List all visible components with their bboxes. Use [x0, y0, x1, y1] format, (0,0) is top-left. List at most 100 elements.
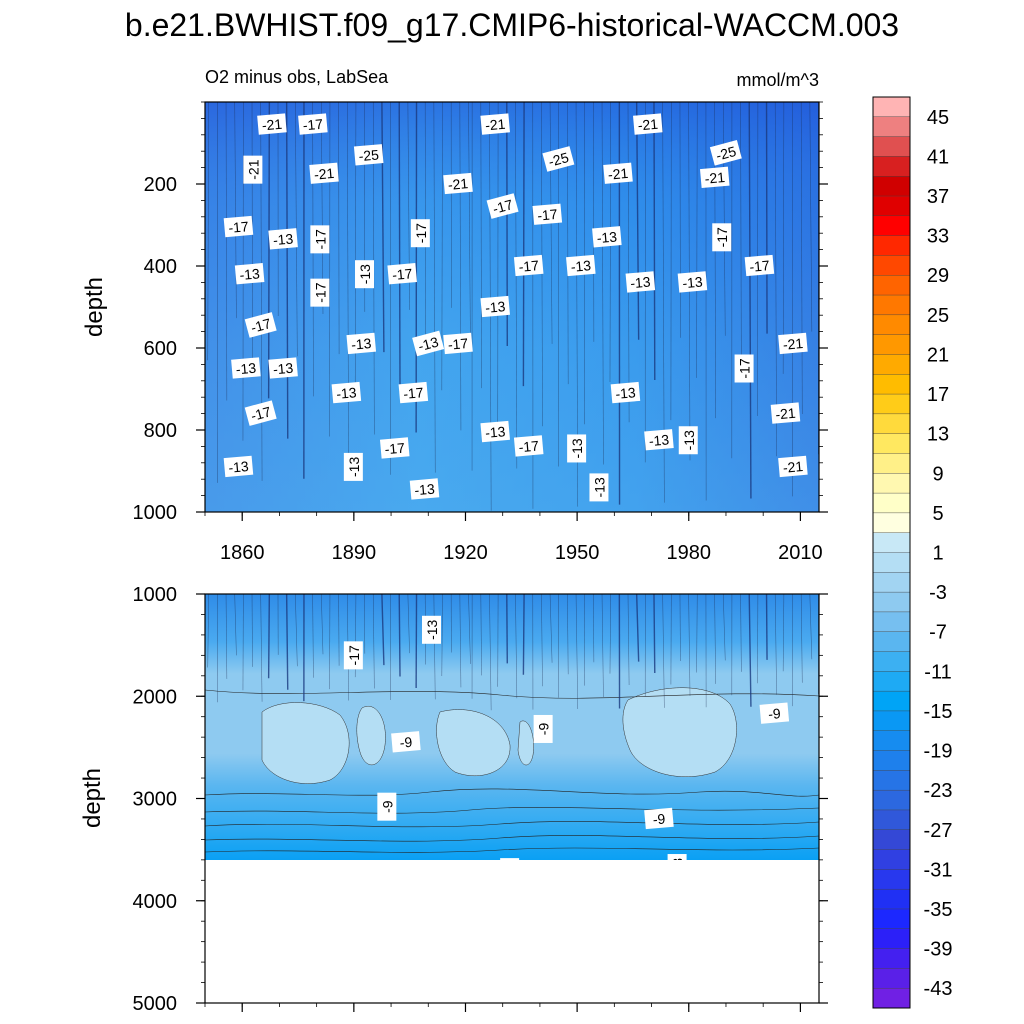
colorbar-label: 9 [932, 463, 943, 485]
contour-streak [696, 102, 698, 378]
contour-streak [468, 102, 471, 349]
y-tick-label: 5000 [133, 993, 178, 1015]
colorbar-label: 13 [927, 424, 949, 446]
contour-streak [722, 594, 726, 661]
contour-label: -17 [387, 263, 417, 285]
contour-streak [679, 102, 681, 338]
contour-streak [567, 594, 569, 675]
contour-label-text: -17 [749, 257, 771, 275]
contour-streak [398, 594, 401, 677]
contour-label-text: -13 [336, 384, 358, 402]
contour-label: -17 [734, 354, 754, 383]
contour-streak [601, 102, 604, 465]
contour-label-text: -17 [384, 440, 406, 458]
contour-label-rot: -17 [379, 437, 410, 459]
contour-label-bg [699, 166, 730, 189]
colorbar-swatch [872, 334, 911, 355]
contour-label: -13 [234, 263, 265, 285]
contour-label: -13 [331, 381, 362, 404]
contour-label: -9 [644, 807, 674, 830]
contour-label-text: -13 [591, 477, 607, 497]
contour-label-text: -25 [714, 143, 738, 164]
contour-label-bg [744, 254, 775, 277]
colorbar-swatch [872, 433, 911, 454]
y-tick-label: 400 [144, 256, 177, 278]
contour-label-rot: -9 [391, 731, 421, 753]
colorbar-swatch [872, 690, 911, 712]
contour-streak [489, 594, 492, 711]
contour-label-bg [500, 858, 520, 860]
contour-label-text: -13 [681, 430, 697, 450]
contour-label: -17 [486, 193, 519, 219]
contour-label-text: -13 [346, 457, 362, 477]
contour-label-rot: -13 [355, 260, 375, 289]
contour-label-bg [355, 260, 375, 289]
contour-label-bg [353, 144, 384, 166]
contour-label: -17 [443, 332, 473, 355]
colorbar-swatch [872, 96, 911, 118]
x-tick-label: 1950 [555, 542, 600, 564]
contour-label: -13 [223, 455, 254, 478]
contour-label-text: -9 [767, 705, 781, 722]
contour-streak [234, 594, 237, 656]
colorbar-label: 37 [927, 186, 949, 208]
contour-label-rot: -13 [589, 473, 609, 502]
colorbar-label: -39 [924, 939, 953, 961]
contour-label: -17 [223, 215, 254, 238]
y-tick-label: 4000 [133, 891, 178, 913]
contour-label-text: -17 [714, 227, 730, 247]
contour-streak [627, 594, 630, 686]
contour-streak [312, 594, 314, 678]
contour-streak [480, 102, 482, 389]
chart-title: b.e21.BWHIST.f09_g17.CMIP6-historical-WA… [125, 7, 899, 43]
lower-y-axis-label: depth [79, 768, 106, 828]
contour-label-bg [410, 219, 430, 248]
contour-label: -9 [391, 731, 421, 753]
contour-label-bg [310, 278, 330, 307]
colorbar-swatch [872, 156, 911, 177]
lower-contour-3 [205, 806, 819, 814]
contour-label-rot: -17 [744, 254, 775, 277]
contour-label-rot: -17 [486, 193, 519, 219]
contour-label-bg [677, 271, 708, 293]
contour-label-text: -17 [249, 315, 273, 336]
contour-label-rot: -17 [734, 354, 754, 383]
contour-label-rot: -13 [231, 357, 261, 379]
contour-label-rot: -17 [244, 400, 277, 426]
colorbar-swatch [872, 492, 911, 514]
contour-streak [748, 102, 752, 499]
contour-label-text: -13 [570, 257, 592, 275]
colorbar-label: -23 [924, 780, 953, 802]
colorbar-swatch [872, 591, 911, 613]
lower-contour-4 [205, 821, 819, 828]
contour-label-text: -17 [447, 335, 469, 353]
contour-label-text: -21 [782, 335, 804, 353]
contour-streak [468, 594, 471, 664]
contour-label-bg [480, 113, 510, 135]
lower-blob-3 [436, 709, 511, 776]
colorbar-label: 45 [927, 107, 949, 129]
contour-label-rot: -9 [644, 807, 674, 830]
colorbar-swatch [872, 888, 911, 910]
contour-streak [295, 594, 298, 667]
contour-label-rot: -21 [443, 172, 473, 195]
contour-label-rot: -25 [353, 144, 384, 166]
lower-light-blobs [261, 687, 737, 784]
contour-streak [381, 594, 385, 666]
colorbar-swatch [872, 453, 911, 474]
contour-label: -21 [243, 155, 263, 184]
contour-label-text: -17 [518, 438, 540, 456]
contour-streak [722, 102, 726, 336]
contour-streak [800, 594, 803, 683]
contour-label: -25 [709, 139, 742, 166]
contour-label-text: -21 [637, 116, 659, 134]
upper-contour-labels: -21 -17 -21 -21-21-25-21-25-21-25-21-21-17-… [223, 113, 808, 502]
contour-label-rot: -17 [443, 332, 473, 355]
contour-label-rot: -13 [667, 854, 687, 860]
contour-label-rot: -13 [610, 381, 641, 404]
contour-label-bg [610, 381, 641, 404]
contour-label: -13 [610, 381, 641, 404]
contour-label-bg [243, 155, 263, 184]
contour-streak [515, 594, 518, 699]
contour-streak [372, 594, 375, 689]
